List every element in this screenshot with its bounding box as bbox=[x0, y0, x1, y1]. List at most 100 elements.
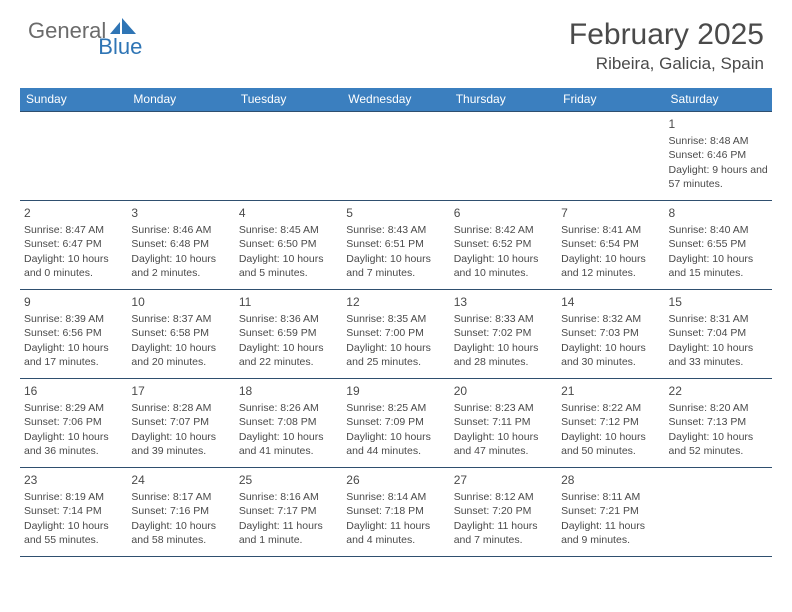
calendar-day: 10Sunrise: 8:37 AMSunset: 6:58 PMDayligh… bbox=[127, 290, 234, 378]
daylight-text: Daylight: 10 hours and 50 minutes. bbox=[561, 430, 660, 458]
daylight-text: Daylight: 10 hours and 5 minutes. bbox=[239, 252, 338, 280]
sunset-text: Sunset: 6:52 PM bbox=[454, 237, 553, 251]
sunrise-text: Sunrise: 8:25 AM bbox=[346, 401, 445, 415]
calendar-day: 15Sunrise: 8:31 AMSunset: 7:04 PMDayligh… bbox=[665, 290, 772, 378]
sunrise-text: Sunrise: 8:20 AM bbox=[669, 401, 768, 415]
calendar-day: 12Sunrise: 8:35 AMSunset: 7:00 PMDayligh… bbox=[342, 290, 449, 378]
day-number: 20 bbox=[454, 383, 553, 399]
sunrise-text: Sunrise: 8:42 AM bbox=[454, 223, 553, 237]
sunset-text: Sunset: 7:07 PM bbox=[131, 415, 230, 429]
sunset-text: Sunset: 7:00 PM bbox=[346, 326, 445, 340]
calendar-week: 9Sunrise: 8:39 AMSunset: 6:56 PMDaylight… bbox=[20, 290, 772, 379]
sunrise-text: Sunrise: 8:32 AM bbox=[561, 312, 660, 326]
sunrise-text: Sunrise: 8:14 AM bbox=[346, 490, 445, 504]
day-number: 25 bbox=[239, 472, 338, 488]
daylight-text: Daylight: 10 hours and 12 minutes. bbox=[561, 252, 660, 280]
weekday-header-row: SundayMondayTuesdayWednesdayThursdayFrid… bbox=[20, 88, 772, 111]
day-number: 21 bbox=[561, 383, 660, 399]
day-number: 8 bbox=[669, 205, 768, 221]
daylight-text: Daylight: 10 hours and 0 minutes. bbox=[24, 252, 123, 280]
sunrise-text: Sunrise: 8:35 AM bbox=[346, 312, 445, 326]
sunset-text: Sunset: 7:04 PM bbox=[669, 326, 768, 340]
calendar-day: 18Sunrise: 8:26 AMSunset: 7:08 PMDayligh… bbox=[235, 379, 342, 467]
sunset-text: Sunset: 6:51 PM bbox=[346, 237, 445, 251]
day-number: 24 bbox=[131, 472, 230, 488]
daylight-text: Daylight: 11 hours and 4 minutes. bbox=[346, 519, 445, 547]
day-number: 2 bbox=[24, 205, 123, 221]
sunset-text: Sunset: 6:50 PM bbox=[239, 237, 338, 251]
day-number: 4 bbox=[239, 205, 338, 221]
location-subtitle: Ribeira, Galicia, Spain bbox=[569, 54, 764, 74]
daylight-text: Daylight: 10 hours and 33 minutes. bbox=[669, 341, 768, 369]
sunset-text: Sunset: 7:03 PM bbox=[561, 326, 660, 340]
sunrise-text: Sunrise: 8:43 AM bbox=[346, 223, 445, 237]
day-number: 7 bbox=[561, 205, 660, 221]
sunrise-text: Sunrise: 8:47 AM bbox=[24, 223, 123, 237]
daylight-text: Daylight: 10 hours and 25 minutes. bbox=[346, 341, 445, 369]
sunset-text: Sunset: 6:46 PM bbox=[669, 148, 768, 162]
brand-part2: Blue bbox=[98, 34, 142, 60]
calendar-day: 14Sunrise: 8:32 AMSunset: 7:03 PMDayligh… bbox=[557, 290, 664, 378]
day-number: 3 bbox=[131, 205, 230, 221]
sunrise-text: Sunrise: 8:28 AM bbox=[131, 401, 230, 415]
daylight-text: Daylight: 10 hours and 36 minutes. bbox=[24, 430, 123, 458]
calendar-day-empty bbox=[20, 112, 127, 200]
day-number: 16 bbox=[24, 383, 123, 399]
daylight-text: Daylight: 10 hours and 47 minutes. bbox=[454, 430, 553, 458]
weekday-header: Tuesday bbox=[235, 88, 342, 111]
calendar-day: 24Sunrise: 8:17 AMSunset: 7:16 PMDayligh… bbox=[127, 468, 234, 556]
daylight-text: Daylight: 10 hours and 52 minutes. bbox=[669, 430, 768, 458]
daylight-text: Daylight: 10 hours and 10 minutes. bbox=[454, 252, 553, 280]
sunrise-text: Sunrise: 8:23 AM bbox=[454, 401, 553, 415]
calendar-day: 23Sunrise: 8:19 AMSunset: 7:14 PMDayligh… bbox=[20, 468, 127, 556]
calendar-week: 16Sunrise: 8:29 AMSunset: 7:06 PMDayligh… bbox=[20, 379, 772, 468]
calendar-week: 1Sunrise: 8:48 AMSunset: 6:46 PMDaylight… bbox=[20, 111, 772, 201]
calendar-day-empty bbox=[450, 112, 557, 200]
calendar-day-empty bbox=[342, 112, 449, 200]
calendar-day: 9Sunrise: 8:39 AMSunset: 6:56 PMDaylight… bbox=[20, 290, 127, 378]
calendar-day: 4Sunrise: 8:45 AMSunset: 6:50 PMDaylight… bbox=[235, 201, 342, 289]
day-number: 14 bbox=[561, 294, 660, 310]
sunset-text: Sunset: 7:17 PM bbox=[239, 504, 338, 518]
sunrise-text: Sunrise: 8:33 AM bbox=[454, 312, 553, 326]
daylight-text: Daylight: 11 hours and 9 minutes. bbox=[561, 519, 660, 547]
daylight-text: Daylight: 10 hours and 20 minutes. bbox=[131, 341, 230, 369]
calendar-day: 7Sunrise: 8:41 AMSunset: 6:54 PMDaylight… bbox=[557, 201, 664, 289]
weekday-header: Saturday bbox=[665, 88, 772, 111]
sunset-text: Sunset: 6:47 PM bbox=[24, 237, 123, 251]
day-number: 27 bbox=[454, 472, 553, 488]
sunrise-text: Sunrise: 8:26 AM bbox=[239, 401, 338, 415]
sunrise-text: Sunrise: 8:36 AM bbox=[239, 312, 338, 326]
day-number: 19 bbox=[346, 383, 445, 399]
sunrise-text: Sunrise: 8:16 AM bbox=[239, 490, 338, 504]
daylight-text: Daylight: 11 hours and 7 minutes. bbox=[454, 519, 553, 547]
sunset-text: Sunset: 7:02 PM bbox=[454, 326, 553, 340]
weekday-header: Thursday bbox=[450, 88, 557, 111]
sunset-text: Sunset: 7:13 PM bbox=[669, 415, 768, 429]
calendar-day: 16Sunrise: 8:29 AMSunset: 7:06 PMDayligh… bbox=[20, 379, 127, 467]
weekday-header: Monday bbox=[127, 88, 234, 111]
sunrise-text: Sunrise: 8:31 AM bbox=[669, 312, 768, 326]
calendar-day-empty bbox=[127, 112, 234, 200]
sunset-text: Sunset: 6:54 PM bbox=[561, 237, 660, 251]
calendar-day: 22Sunrise: 8:20 AMSunset: 7:13 PMDayligh… bbox=[665, 379, 772, 467]
sunset-text: Sunset: 7:11 PM bbox=[454, 415, 553, 429]
sunrise-text: Sunrise: 8:12 AM bbox=[454, 490, 553, 504]
calendar-week: 2Sunrise: 8:47 AMSunset: 6:47 PMDaylight… bbox=[20, 201, 772, 290]
daylight-text: Daylight: 10 hours and 28 minutes. bbox=[454, 341, 553, 369]
day-number: 13 bbox=[454, 294, 553, 310]
sunset-text: Sunset: 6:58 PM bbox=[131, 326, 230, 340]
calendar: SundayMondayTuesdayWednesdayThursdayFrid… bbox=[20, 88, 772, 557]
calendar-day-empty bbox=[235, 112, 342, 200]
daylight-text: Daylight: 10 hours and 15 minutes. bbox=[669, 252, 768, 280]
daylight-text: Daylight: 10 hours and 2 minutes. bbox=[131, 252, 230, 280]
calendar-day: 1Sunrise: 8:48 AMSunset: 6:46 PMDaylight… bbox=[665, 112, 772, 200]
brand-logo: General Blue bbox=[28, 18, 182, 44]
sunrise-text: Sunrise: 8:48 AM bbox=[669, 134, 768, 148]
calendar-day-empty bbox=[557, 112, 664, 200]
calendar-day: 19Sunrise: 8:25 AMSunset: 7:09 PMDayligh… bbox=[342, 379, 449, 467]
sunrise-text: Sunrise: 8:11 AM bbox=[561, 490, 660, 504]
daylight-text: Daylight: 10 hours and 41 minutes. bbox=[239, 430, 338, 458]
sunset-text: Sunset: 6:59 PM bbox=[239, 326, 338, 340]
calendar-day: 20 Sunrise: 8:23 AMSunset: 7:11 PMDayligh… bbox=[450, 379, 557, 467]
